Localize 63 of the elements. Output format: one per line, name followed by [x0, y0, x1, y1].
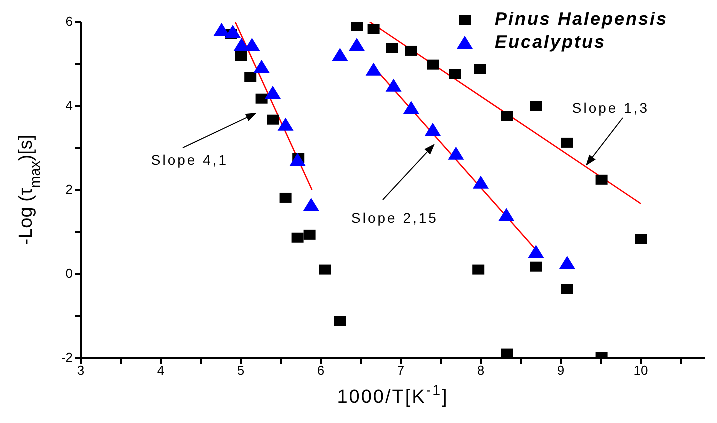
x-tick-label: 3 — [77, 363, 85, 378]
point — [530, 101, 542, 111]
point — [225, 25, 241, 38]
x-tick-label: 10 — [634, 363, 648, 378]
point — [559, 256, 576, 270]
point — [561, 284, 574, 294]
point — [292, 232, 304, 243]
point — [290, 153, 306, 166]
point — [214, 22, 230, 36]
y-tick-label: 4 — [66, 98, 73, 113]
point — [501, 111, 514, 122]
point — [280, 192, 292, 203]
annotation: Slope 2,15 — [352, 210, 438, 226]
x-tick-label: 4 — [157, 363, 165, 378]
point — [235, 51, 247, 62]
point — [596, 174, 608, 185]
point — [366, 62, 382, 76]
point — [244, 72, 257, 82]
x-tick-label: 9 — [557, 363, 565, 378]
annotation: Slope 1,3 — [572, 100, 650, 116]
point — [427, 60, 439, 70]
legend-label: Pinus Halepensis — [494, 9, 668, 30]
point — [334, 316, 346, 326]
x-tick-label: 5 — [237, 363, 245, 378]
point — [244, 38, 260, 52]
y-tick-label: 0 — [66, 266, 73, 281]
point — [403, 101, 420, 114]
point — [473, 176, 489, 189]
point — [561, 138, 574, 148]
point — [635, 234, 647, 244]
point — [528, 245, 544, 258]
point — [501, 348, 514, 358]
point — [319, 264, 331, 275]
x-tick-label: 7 — [397, 363, 405, 378]
point — [425, 122, 441, 136]
y-tick-label: -2 — [61, 350, 73, 365]
annotation: Slope 4,1 — [151, 152, 229, 168]
point — [254, 60, 270, 73]
y-tick-label: 2 — [66, 182, 73, 197]
point — [498, 208, 515, 222]
point — [368, 24, 380, 34]
legend-label: Eucalyptus — [494, 32, 606, 53]
point — [405, 46, 418, 56]
point — [256, 94, 268, 104]
point — [530, 262, 542, 272]
point — [449, 69, 462, 80]
point — [265, 86, 281, 99]
point — [267, 114, 279, 125]
x-tick-label: 6 — [317, 363, 325, 378]
point — [474, 64, 486, 74]
point — [351, 22, 363, 32]
point — [278, 118, 294, 131]
point — [472, 264, 485, 275]
point — [304, 230, 316, 240]
point — [448, 146, 464, 160]
x-axis-title: 1000/T[K$^{-1}$] — [337, 383, 449, 408]
point — [332, 48, 348, 62]
point — [386, 43, 398, 54]
point — [386, 78, 402, 92]
y-tick-label: 6 — [66, 14, 73, 29]
point — [303, 198, 320, 212]
point — [349, 38, 365, 52]
x-tick-label: 8 — [477, 363, 485, 378]
